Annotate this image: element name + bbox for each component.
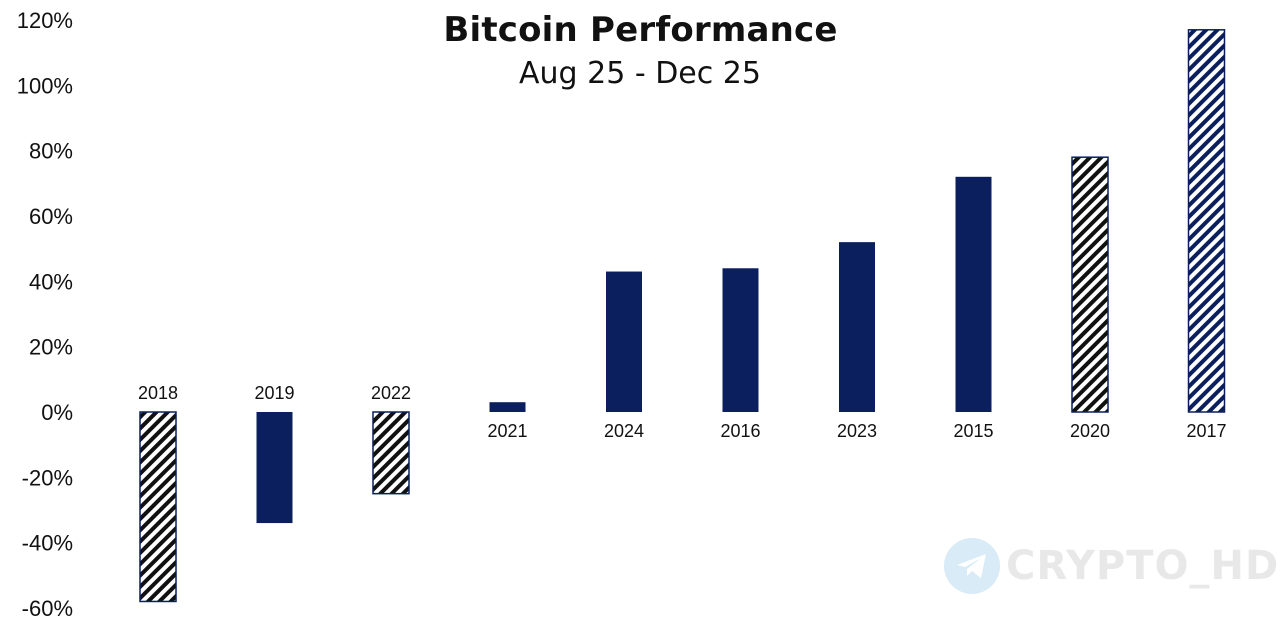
bar-2015: [955, 176, 992, 412]
category-label: 2020: [1070, 421, 1110, 441]
y-tick-label: -60%: [22, 596, 73, 621]
category-label: 2016: [720, 421, 760, 441]
category-label: 2024: [604, 421, 644, 441]
bar-2021: [489, 402, 526, 412]
bar-2022: [372, 411, 410, 495]
category-label: 2021: [487, 421, 527, 441]
bar-2016: [722, 268, 759, 412]
bar-2017: [1187, 29, 1226, 413]
category-label: 2019: [254, 383, 294, 403]
watermark: CRYPTO_HD: [944, 538, 1279, 594]
y-tick-label: 80%: [29, 139, 73, 164]
y-tick-label: 100%: [17, 73, 73, 98]
bar-2019: [256, 412, 293, 524]
y-tick-label: -40%: [22, 531, 73, 556]
category-label: 2022: [371, 383, 411, 403]
bar-2018: [139, 411, 177, 603]
category-label: 2015: [953, 421, 993, 441]
bar-2020: [1071, 156, 1109, 413]
category-label: 2023: [837, 421, 877, 441]
category-label: 2017: [1186, 421, 1226, 441]
y-tick-label: 40%: [29, 269, 73, 294]
watermark-text: CRYPTO_HD: [1006, 543, 1280, 589]
bars: [139, 29, 1226, 603]
bar-2023: [839, 242, 875, 412]
y-tick-label: -20%: [22, 465, 73, 490]
y-tick-label: 60%: [29, 204, 73, 229]
y-tick-label: 20%: [29, 335, 73, 360]
y-axis: 120% 100% 80% 60% 40% 20% 0% -20% -40% -60%: [17, 8, 73, 621]
bar-2024: [606, 271, 642, 412]
category-label: 2018: [138, 383, 178, 403]
y-tick-label: 120%: [17, 8, 73, 33]
category-labels: 2018 2019 2022 2021 2024 2016 2023 2015 2020 2017: [138, 383, 1227, 441]
telegram-icon: [944, 538, 1000, 594]
y-tick-label: 0%: [41, 400, 73, 425]
